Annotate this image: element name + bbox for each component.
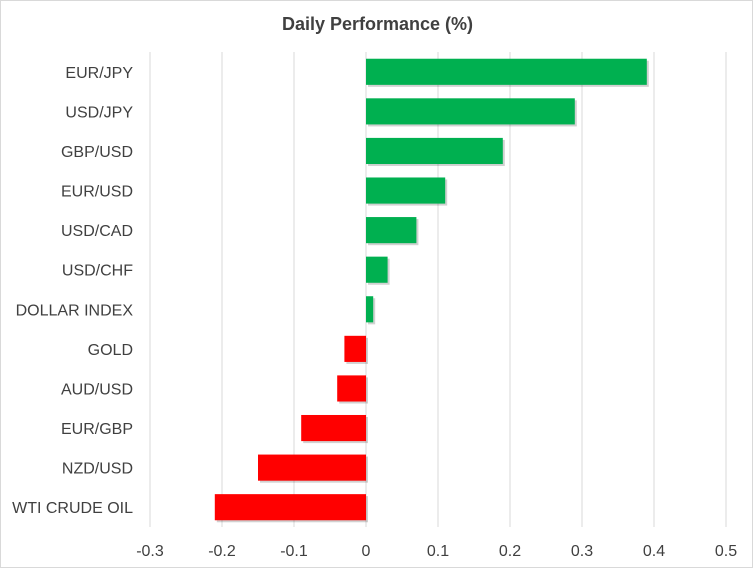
bar: [366, 98, 575, 125]
x-tick-label: -0.1: [280, 543, 308, 560]
bar: [214, 494, 366, 521]
category-label: USD/CHF: [62, 263, 133, 280]
category-label: EUR/USD: [61, 184, 133, 201]
category-labels: EUR/JPY USD/JPY GBP/USD EUR/USD USD/CAD USD/C…: [12, 65, 133, 517]
x-tick-label: 0.3: [571, 543, 593, 560]
bar: [366, 217, 417, 244]
bar: [301, 414, 366, 442]
category-label: USD/CAD: [61, 223, 133, 240]
category-label: AUD/USD: [61, 381, 133, 398]
category-label: EUR/GBP: [61, 421, 133, 438]
category-label: USD/JPY: [65, 104, 133, 121]
chart-title: Daily Performance (%): [281, 14, 474, 34]
x-tick-label: 0.5: [715, 543, 737, 560]
category-label: WTI CRUDE OIL: [12, 500, 133, 517]
x-tick-label: -0.3: [136, 543, 164, 560]
category-label: DOLLAR INDEX: [16, 302, 134, 319]
x-axis-tick-labels: -0.3 -0.2 -0.1 0 0.1 0.2 0.3 0.4 0.5: [136, 543, 737, 560]
x-tick-label: 0: [362, 543, 371, 560]
category-label: EUR/JPY: [65, 65, 133, 82]
bar: [344, 335, 366, 362]
bar: [258, 454, 366, 481]
category-label: GBP/USD: [61, 144, 133, 161]
bars: [214, 58, 649, 523]
x-tick-label: -0.2: [208, 543, 236, 560]
x-tick-label: 0.1: [427, 543, 449, 560]
x-tick-label: 0.2: [499, 543, 521, 560]
bar: [366, 256, 388, 283]
gridlines: [149, 52, 727, 527]
category-label: NZD/USD: [62, 461, 133, 478]
bar: [337, 375, 366, 402]
bar: [366, 177, 446, 204]
x-tick-label: 0.4: [643, 543, 665, 560]
bar: [366, 137, 503, 165]
bar: [366, 296, 374, 323]
category-label: GOLD: [88, 342, 133, 359]
bar: [366, 58, 647, 85]
